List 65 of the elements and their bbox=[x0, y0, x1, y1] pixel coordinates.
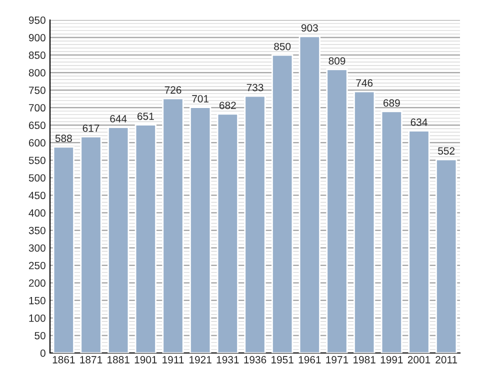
data-label: 682 bbox=[220, 102, 236, 110]
x-tick-label: 1971 bbox=[326, 356, 348, 364]
x-tick-label: 1871 bbox=[80, 356, 102, 364]
y-tick-label: 100 bbox=[29, 314, 46, 322]
data-label: 552 bbox=[438, 147, 454, 155]
y-tick-label: 850 bbox=[28, 52, 46, 59]
x-tick-label: 1951 bbox=[272, 356, 294, 364]
bar bbox=[436, 158, 458, 353]
bar bbox=[408, 130, 430, 353]
data-label: 903 bbox=[301, 24, 318, 32]
x-tick-label: 1911 bbox=[162, 356, 184, 364]
x-tick-label: 1991 bbox=[380, 356, 403, 364]
x-tick-label: 1931 bbox=[216, 356, 239, 364]
y-tick-label: 500 bbox=[28, 174, 46, 182]
data-label: 809 bbox=[328, 57, 346, 65]
y-tick-label: 950 bbox=[28, 16, 46, 24]
x-tick-label: 1921 bbox=[190, 356, 212, 364]
bar bbox=[354, 90, 376, 353]
data-label: 617 bbox=[82, 124, 100, 132]
bar bbox=[190, 106, 212, 353]
y-tick-label: 250 bbox=[28, 262, 46, 270]
x-tick-label: 1861 bbox=[52, 356, 75, 364]
y-tick-label: 150 bbox=[29, 296, 46, 304]
x-tick-label: 1901 bbox=[134, 356, 157, 364]
bar bbox=[326, 68, 348, 353]
bar bbox=[272, 54, 294, 353]
y-tick-label: 200 bbox=[28, 279, 46, 287]
y-tick-label: 50 bbox=[34, 332, 46, 340]
bar bbox=[298, 36, 320, 353]
x-tick-label: 2011 bbox=[436, 356, 458, 364]
bar bbox=[52, 146, 74, 353]
y-tick-label: 900 bbox=[28, 34, 46, 42]
data-label: 746 bbox=[356, 79, 373, 87]
bar bbox=[108, 126, 130, 353]
bar bbox=[134, 124, 156, 353]
bar bbox=[244, 95, 266, 353]
y-tick-label: 450 bbox=[28, 192, 46, 200]
bar bbox=[216, 113, 238, 353]
data-label: 850 bbox=[274, 42, 291, 50]
bar bbox=[80, 136, 102, 353]
data-label: 733 bbox=[246, 84, 264, 92]
data-label: 588 bbox=[55, 134, 72, 142]
data-label: 726 bbox=[164, 86, 182, 94]
x-tick-label: 2001 bbox=[408, 356, 430, 364]
bar bbox=[380, 110, 402, 353]
y-tick-label: 600 bbox=[28, 139, 46, 147]
y-tick-label: 350 bbox=[28, 226, 46, 234]
data-label: 644 bbox=[110, 115, 127, 122]
y-tick-label: 0 bbox=[40, 350, 46, 357]
y-tick-label: 300 bbox=[28, 244, 46, 252]
x-tick-label: 1936 bbox=[244, 356, 266, 364]
y-tick-label: 800 bbox=[28, 69, 46, 76]
data-label: 651 bbox=[138, 112, 154, 120]
y-tick-label: 700 bbox=[28, 104, 46, 112]
data-label: 689 bbox=[384, 99, 400, 107]
data-label: 634 bbox=[410, 118, 428, 126]
y-tick-label: 750 bbox=[28, 86, 46, 94]
y-tick-label: 550 bbox=[28, 156, 46, 164]
x-tick-label: 1981 bbox=[354, 356, 376, 364]
x-tick-label: 1961 bbox=[298, 356, 321, 364]
x-tick-label: 1881 bbox=[108, 356, 130, 364]
y-tick-label: 400 bbox=[28, 209, 46, 217]
y-tick-label: 650 bbox=[28, 122, 46, 130]
data-label: 701 bbox=[192, 95, 209, 102]
bar bbox=[162, 98, 184, 353]
